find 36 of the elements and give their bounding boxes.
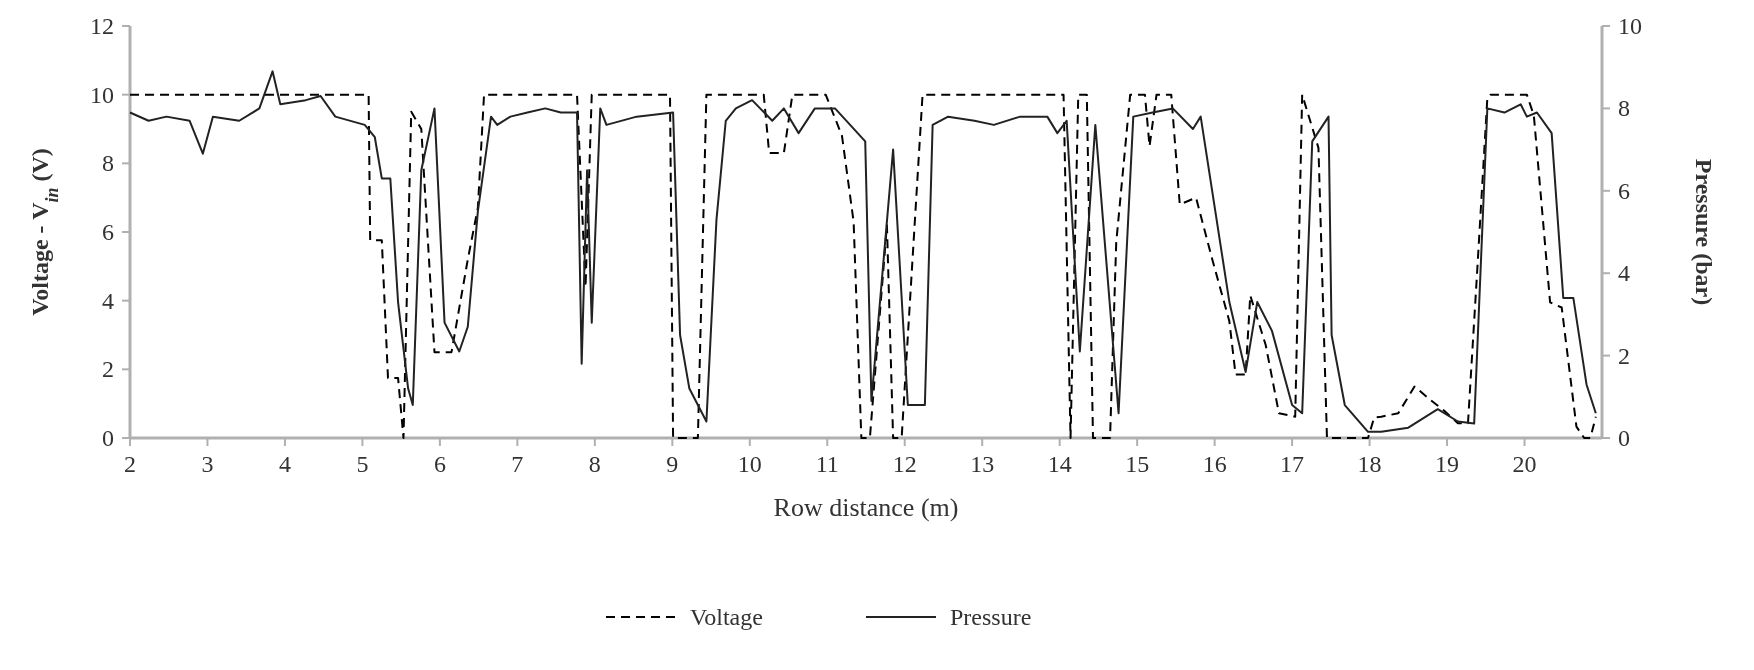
y2-tick-label: 10: [1618, 13, 1642, 39]
y2-tick-label: 2: [1618, 342, 1630, 369]
y2-tick-label: 8: [1618, 95, 1630, 122]
x-tick-label: 4: [278, 451, 291, 477]
x-tick-label: 19: [1435, 451, 1460, 477]
y-tick-label: 4: [102, 287, 114, 314]
y-tick-label: 12: [90, 13, 114, 39]
y2-tick-label: 4: [1618, 260, 1630, 287]
y2-tick-label: 0: [1618, 425, 1630, 451]
x-tick-label: 12: [892, 451, 917, 477]
y-tick-label: 2: [102, 356, 114, 383]
x-tick-label: 3: [201, 451, 214, 477]
x-tick-label: 6: [433, 451, 446, 477]
x-tick-label: 9: [666, 451, 679, 477]
x-tick-label: 18: [1357, 451, 1382, 477]
x-tick-label: 20: [1512, 451, 1537, 477]
y2-tick-label: 6: [1618, 177, 1630, 204]
x-tick-label: 14: [1047, 451, 1072, 477]
legend-label: Pressure: [950, 604, 1032, 630]
x-tick-label: 7: [511, 451, 524, 477]
x-tick-label: 11: [815, 451, 839, 477]
y-tick-label: 8: [102, 150, 114, 177]
y2-axis-title: Pressure (bar): [1691, 158, 1717, 306]
x-tick-label: 13: [970, 451, 995, 477]
y-tick-label: 6: [102, 219, 114, 245]
y-tick-label: 10: [90, 81, 114, 108]
x-tick-label: 2: [124, 451, 136, 477]
y-tick-label: 0: [102, 425, 114, 451]
x-tick-label: 16: [1202, 451, 1227, 477]
x-tick-label: 8: [588, 451, 601, 477]
legend-label: Voltage: [690, 604, 763, 630]
x-tick-label: 17: [1280, 451, 1305, 477]
x-tick-label: 15: [1125, 451, 1150, 477]
x-axis-title: Row distance (m): [773, 493, 959, 522]
x-tick-label: 10: [737, 451, 762, 477]
x-tick-label: 5: [356, 451, 369, 477]
